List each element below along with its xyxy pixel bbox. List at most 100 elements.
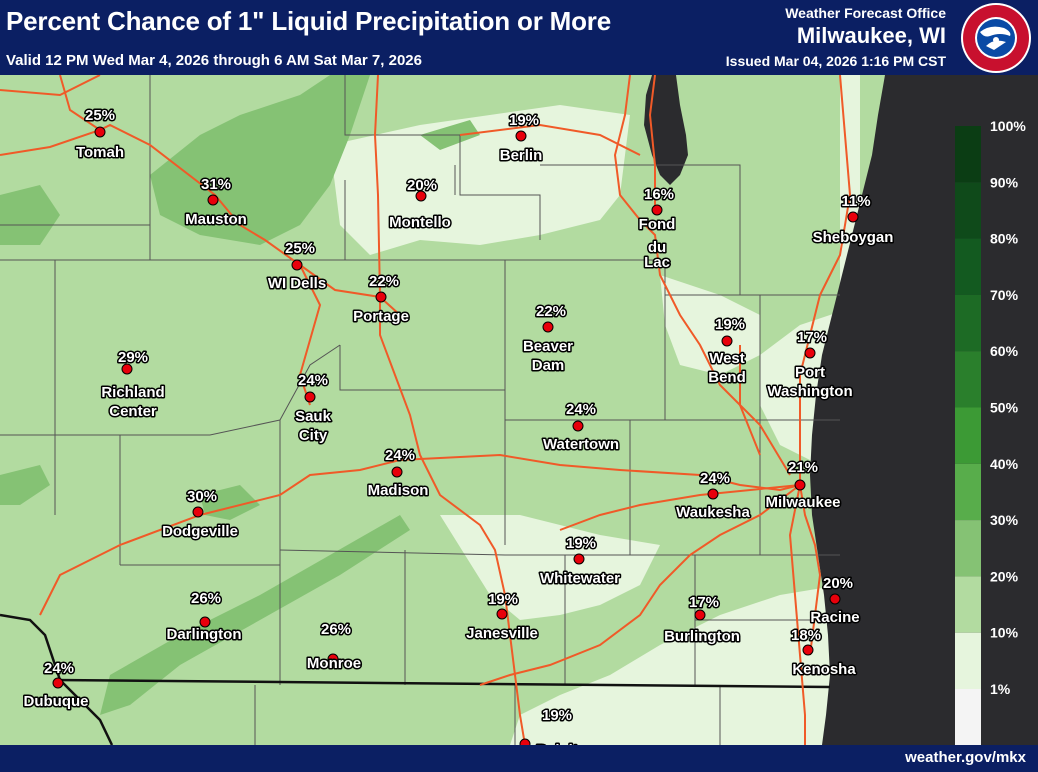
city-mauston: 31% Mauston — [184, 175, 249, 230]
city-dot — [304, 391, 316, 403]
highway-45 — [739, 345, 761, 456]
legend-swatch — [955, 294, 981, 352]
city-name: Lac — [644, 254, 670, 271]
city-dot — [829, 593, 841, 605]
map-title: Percent Chance of 1" Liquid Precipitatio… — [6, 6, 611, 36]
legend-swatch — [955, 351, 981, 408]
city-montello: 20% Montello — [388, 176, 453, 233]
highway-94-west — [559, 484, 801, 531]
city-name: Whitewater — [540, 570, 620, 587]
city-dubuque: 24% Dubuque — [22, 659, 90, 712]
highway-i94-north — [59, 75, 101, 131]
city-name: Milwaukee — [765, 494, 840, 511]
city-name: Berlin — [500, 147, 543, 164]
city-percent: 24% — [385, 447, 415, 464]
city-dot — [707, 488, 719, 500]
county-line — [505, 259, 666, 420]
low-prob-shading — [330, 75, 860, 745]
city-name: Dodgeville — [162, 523, 238, 540]
city-dot — [794, 479, 806, 491]
legend-background — [940, 110, 1038, 710]
legend-label: 60% — [990, 343, 1019, 359]
legend-swatch — [955, 463, 981, 521]
city-name: Fond — [639, 216, 676, 233]
legend-labels: 100% 90% 80% 70% 60% 50% 40% 30% 20% 10% 1% — [990, 118, 1026, 697]
city-markers: 25% Tomah 31% Mauston 25% WI Dells 19% Berlin 20… — [22, 106, 895, 745]
legend-swatch — [955, 182, 981, 239]
office-city: Milwaukee, WI — [796, 23, 946, 48]
legend-label: 30% — [990, 512, 1019, 528]
city-percent: 19% — [542, 707, 572, 724]
valid-period: Valid 12 PM Wed Mar 4, 2026 through 6 AM… — [6, 52, 422, 69]
city-name: Center — [109, 403, 157, 420]
city-name: Washington — [767, 383, 852, 400]
legend-label: 70% — [990, 287, 1019, 303]
city-name: Dam — [532, 357, 565, 374]
county-line — [344, 75, 541, 240]
city-name: WI Dells — [268, 275, 326, 292]
city-beaver-dam: 22% Beaver Dam — [521, 302, 574, 376]
city-percent: 17% — [797, 329, 827, 346]
city-wi-dells: 25% WI Dells — [266, 239, 327, 294]
city-dot — [192, 506, 204, 518]
highway-18-west — [39, 459, 401, 616]
website-link[interactable]: weather.gov/mkx — [905, 749, 1026, 766]
highway-23 — [459, 123, 641, 156]
low-region-east — [510, 75, 860, 745]
city-percent: 19% — [488, 591, 518, 608]
city-racine: 20% Racine — [809, 574, 861, 628]
city-percent: 24% — [700, 470, 730, 487]
legend: 100% 90% 80% 70% 60% 50% 40% 30% 20% 10% 1% — [940, 110, 1038, 745]
legend-swatch — [955, 689, 981, 745]
city-dot — [375, 291, 387, 303]
city-dot — [291, 259, 303, 271]
city-whitewater: 19% Whitewater — [538, 534, 621, 589]
city-percent: 26% — [191, 590, 221, 607]
header-bar: Percent Chance of 1" Liquid Precipitatio… — [0, 0, 1038, 75]
footer-bar: weather.gov/mkx — [0, 745, 1038, 772]
city-richland-center: 29% Richland Center — [100, 348, 166, 422]
city-dot — [52, 677, 64, 689]
city-percent: 24% — [566, 401, 596, 418]
county-line — [540, 164, 741, 295]
highway-i43-south — [479, 484, 801, 686]
city-dot — [573, 553, 585, 565]
city-percent: 24% — [298, 372, 328, 389]
city-dot — [496, 608, 508, 620]
high-region-mauston — [150, 75, 370, 245]
city-name: Bend — [708, 369, 746, 386]
high-region-sw — [0, 465, 50, 505]
city-name: Watertown — [543, 436, 619, 453]
city-percent: 21% — [788, 459, 818, 476]
high-prob-shading — [0, 75, 480, 715]
city-percent: 31% — [201, 176, 231, 193]
city-name: Montello — [389, 214, 451, 231]
city-milwaukee: 21% Milwaukee — [764, 458, 842, 513]
city-percent: 19% — [566, 535, 596, 552]
legend-label: 20% — [990, 568, 1019, 584]
city-name: Racine — [810, 609, 859, 626]
city-sheboygan: 11% Sheboygan — [811, 192, 895, 248]
city-percent: 30% — [187, 488, 217, 505]
city-name: Kenosha — [792, 661, 856, 678]
city-percent: 26% — [321, 621, 351, 638]
highway-i94-south — [788, 484, 806, 745]
city-dot — [327, 653, 339, 665]
city-name: Dubuque — [24, 693, 89, 710]
city-dot — [515, 130, 527, 142]
legend-label: 100% — [990, 118, 1026, 134]
city-beloit: 19% Beloit — [519, 706, 579, 745]
city-name: Madison — [368, 482, 429, 499]
city-kenosha: 18% Kenosha — [789, 626, 857, 680]
highway-41 — [613, 75, 791, 476]
city-name: Mauston — [185, 211, 247, 228]
city-percent: 19% — [509, 112, 539, 129]
legend-swatch — [955, 632, 981, 689]
city-port-washington: 17% Port Washington — [766, 328, 854, 402]
city-dot — [694, 609, 706, 621]
city-name: Beloit — [536, 742, 578, 745]
city-name: du — [648, 239, 666, 256]
city-tomah: 25% Tomah — [74, 106, 125, 163]
highway-west — [0, 75, 101, 97]
